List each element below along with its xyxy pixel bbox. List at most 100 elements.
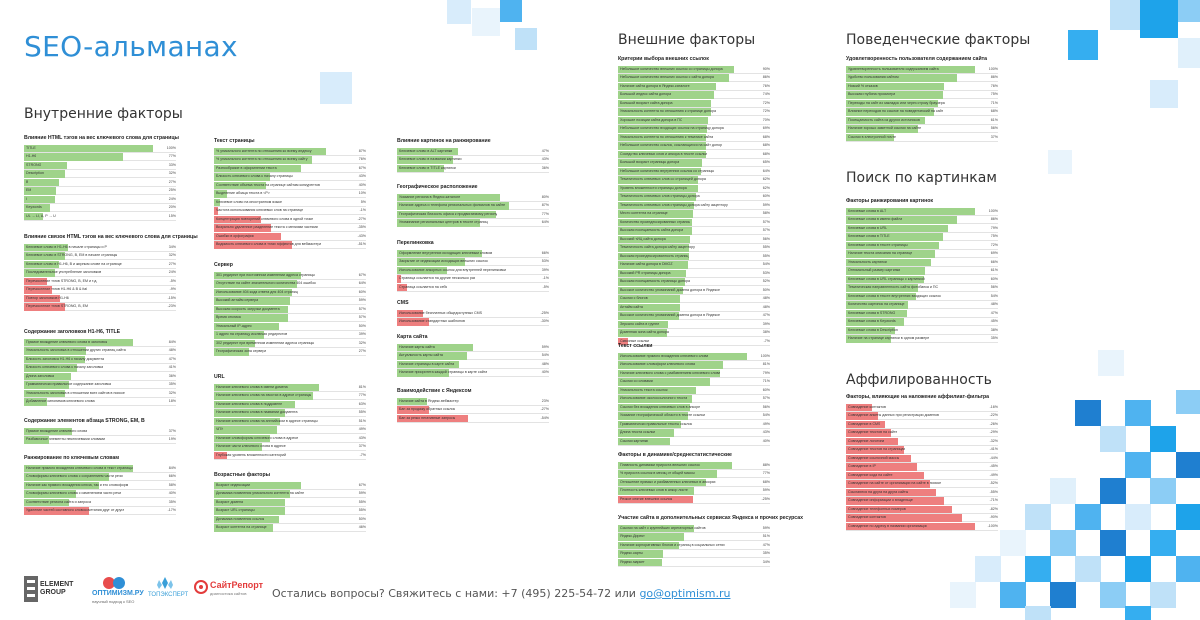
negative-bar (846, 480, 930, 488)
table-row: Наличие прямого вхождения ключевого слов… (24, 464, 176, 473)
table-row: Ошибки в орфографии -43% (214, 232, 366, 241)
factor-value: 87% (541, 203, 549, 207)
factor-label: Ключевые слова в Description (848, 327, 898, 332)
factor-value: 56% (990, 285, 998, 289)
positive-bar (214, 173, 270, 181)
positive-bar (846, 108, 934, 116)
factor-value: 87% (358, 148, 366, 153)
factor-label: Высокое количество упоминаний домена дон… (620, 313, 721, 317)
factor-value: 37% (990, 134, 998, 139)
factor-label: Уникальность контента по отношению к стр… (620, 109, 716, 113)
positive-bar (214, 280, 297, 288)
positive-bar (846, 241, 940, 249)
positive-bar (618, 312, 679, 320)
factor-label: 301 редирект при постоянном изменении ад… (216, 272, 316, 277)
factor-value: 59% (541, 344, 549, 349)
table-row: Удобство пользования сайтом 86% (846, 74, 998, 82)
contact-phone-text: Остались вопросы? Свяжитесь с нами: +7 (… (272, 587, 640, 600)
factor-value: -7% (763, 338, 770, 343)
factor-value: 49% (762, 421, 770, 426)
table-title: Удовлетворенность пользователя содержани… (846, 56, 988, 62)
factor-label: Актуальность карты сайта (399, 353, 443, 357)
factor-label: Ключевые слова в STRONG (848, 310, 896, 315)
factor-label: UL → LI, A, P → U (26, 213, 56, 218)
positive-bar (24, 347, 87, 355)
factor-value: 59% (358, 491, 366, 495)
logo-optimism: ОПТИМИЗМ.РУ научный подход к SEO (92, 576, 144, 604)
table-title: Ранжирование по ключевым словам (24, 455, 120, 461)
positive-bar (214, 164, 301, 172)
table-row: Перечисление тэгов STRONG, B, EM и т.д. -… (24, 277, 176, 286)
element-group-icon (24, 576, 38, 602)
factor-value: 27% (358, 349, 366, 353)
positive-bar (214, 498, 286, 506)
negative-bar (397, 414, 469, 422)
factor-value: -1% (542, 276, 549, 280)
factor-label: Тематичность ключевых слов страницы доно… (620, 194, 700, 198)
positive-bar (24, 204, 50, 212)
factor-value: 54% (762, 413, 770, 417)
factor-label: Небольшое количество внешних ссылок с са… (620, 75, 714, 79)
factor-label: Страница ссылается на себя (399, 284, 448, 289)
factor-value: 18% (168, 399, 176, 403)
factor-value: 55% (762, 253, 770, 258)
table-row: Наличие ключевого слова в названии докум… (214, 409, 366, 417)
factor-label: Динамика появления ссылок (216, 516, 265, 521)
factor-label: Географическая зона сервера (216, 349, 267, 353)
table-row: Ключевые слова в имени файла 86% (846, 216, 998, 224)
contact-email-link[interactable]: go@optimism.ru (639, 587, 731, 600)
table-row: Небольшое количество внутренних ссылок с… (618, 167, 770, 176)
factor-label: Страница ссылается на другие несколько р… (399, 276, 476, 280)
table-row: Бан за резко негативные запросы -54% (397, 414, 549, 423)
negative-bar (846, 522, 976, 530)
factor-value: 32% (168, 390, 176, 395)
factor-value: -41% (989, 447, 998, 451)
table-row: Использование прямого вхождения ключевог… (618, 352, 770, 361)
factor-label: Ключевое слово в H1-H6, B и жирным слове… (26, 261, 122, 266)
table-row: Резкое снятие внешних ссылок -25% (618, 495, 770, 504)
factor-label: Ключевые слова в ALT (848, 208, 887, 213)
factor-value: 64% (541, 220, 549, 224)
table-row: Яндекс.маркет 34% (618, 558, 770, 567)
factor-value: -26% (989, 421, 998, 426)
factor-label: % уникального контента по отношению ко в… (216, 157, 308, 161)
factor-value: 39% (541, 267, 549, 272)
factor-value: 84% (168, 339, 176, 344)
table-html-tag-combos: Влияние связок HTML тэгов на вес ключево… (24, 234, 198, 311)
table-row: Хорошие позиции сайта донора в ПС 70% (618, 116, 770, 125)
factor-value: 53% (541, 259, 549, 263)
table-row: Упоминание региональных центров в тексте… (397, 219, 549, 227)
factor-value: -25% (540, 310, 549, 315)
factor-label: Наличие части ключевого слова в адресе (216, 444, 286, 448)
positive-bar (618, 261, 688, 269)
table-row: Динамика появления ссылок 50% (214, 515, 366, 524)
factor-value: 100% (760, 353, 770, 358)
table-row: Уникальность картинки 66% (846, 258, 998, 267)
factor-label: Совпадение логотипа (848, 438, 885, 443)
table-title: Карта сайта (397, 334, 428, 340)
factor-label: Description (26, 171, 44, 175)
factor-value: 77% (358, 393, 366, 397)
factor-value: 65% (762, 160, 770, 164)
table-row: Тематичность ключевых слов со страницей … (618, 176, 770, 184)
factor-value: 51% (358, 418, 366, 423)
factor-value: 37% (358, 444, 366, 448)
factor-label: Возраст контента на странице (216, 525, 267, 529)
factor-value: 68% (762, 134, 770, 139)
positive-bar (24, 473, 110, 481)
factor-value: 67% (358, 165, 366, 170)
positive-bar (618, 470, 718, 478)
table-affiliate-filter: Факторы, влияющие на наложение аффилиат-… (846, 394, 998, 531)
positive-bar (618, 227, 692, 235)
positive-bar (397, 219, 480, 227)
factor-label: Посещаемость сайта из других источников (848, 117, 920, 122)
factor-value: 57% (358, 315, 366, 319)
table-title: Влияние связок HTML тэгов на вес ключево… (24, 234, 198, 240)
positive-bar (214, 331, 265, 339)
factor-label: Высокая глубина просмотра (848, 92, 896, 96)
table-row: Тематичность ключевых слов страницы доно… (618, 201, 770, 210)
factor-label: Повтор заголовков H1-H6 (26, 295, 69, 300)
positive-bar (846, 250, 936, 258)
positive-bar (214, 392, 314, 400)
factor-label: Удаление частей составного словосочетани… (26, 508, 125, 512)
